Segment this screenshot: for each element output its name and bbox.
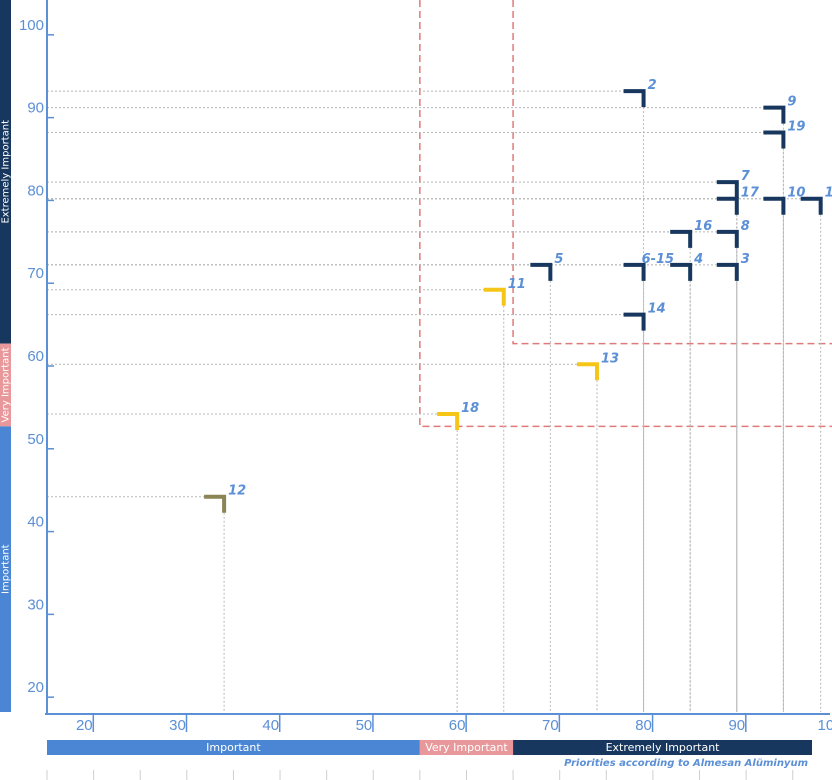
point-label: 18 [461,401,479,416]
point-marker [763,130,786,149]
point-marker [800,196,823,215]
point-label: 1 [825,186,832,201]
x-tick-label: 80 [635,717,652,734]
x-band [47,740,420,755]
x-tick-label: 40 [262,717,279,734]
y-tick-label: 80 [27,182,44,199]
point-marker [763,196,786,215]
point-marker [716,262,739,281]
point-label: 11 [508,277,526,292]
point-label: 6-15 [642,252,675,267]
x-band-label: Extremely Important [606,741,721,754]
y-band [0,0,11,344]
y-band [0,343,11,427]
point-label: 8 [741,219,750,234]
y-tick-label: 20 [27,679,44,696]
point-label: 16 [694,219,712,234]
point-marker [623,312,646,331]
category-bands: Extremely Important Very Important Importa… [0,0,812,755]
point-marker [716,229,739,248]
y-tick-label: 40 [27,514,44,531]
point-label: 17 [741,186,760,201]
point-marker [623,262,646,281]
chart-caption: Priorities according to Almesan Alüminyu… [564,758,808,769]
guide-lines [47,90,822,712]
point-label: 9 [787,95,796,110]
point-marker [530,262,553,281]
x-band [419,740,514,755]
point-label: 10 [787,186,805,201]
y-tick-label: 30 [27,596,44,613]
point-label: 2 [648,78,657,93]
point-marker [670,262,693,281]
y-band [0,426,11,712]
x-tick-label: 20 [76,717,93,734]
outer-threshold-line [419,0,832,428]
point-label: 14 [648,302,666,317]
x-tick-label: 60 [449,717,466,734]
point-label: 19 [787,119,805,134]
x-tick-label: 90 [728,717,745,734]
x-tick-label: 30 [169,717,186,734]
x-tick-label: 50 [356,717,373,734]
point-marker [483,287,506,306]
point-label: 13 [601,351,619,366]
y-tick-label: 60 [27,348,44,365]
point-marker [716,196,739,215]
y-band-label: Very Important [1,347,12,422]
y-tick-label: 70 [27,265,44,282]
x-band-label: Very Important [425,741,508,754]
y-tick-label: 100 [19,17,44,34]
point-label: 12 [228,484,246,499]
point-marker [670,229,693,248]
x-tick-label: 100 [817,717,832,734]
x-tick-label: 70 [542,717,559,734]
y-tick-label: 90 [27,100,44,117]
inner-threshold-line [512,0,832,345]
x-band [513,740,812,755]
point-marker [623,89,646,108]
point-marker [763,105,786,124]
axes: 20 30 40 50 60 70 80 90 100 20 30 40 50 60 70 80 90 100 [19,0,832,780]
point-label: 4 [693,252,703,267]
point-label: 3 [741,252,750,267]
threshold-regions [419,0,832,428]
x-band-label: Important [206,741,261,754]
y-tick-label: 50 [27,431,44,448]
point-marker [437,411,460,430]
y-band-label: Extremely Important [1,120,12,224]
y-band-label: Important [1,544,12,594]
point-label: 5 [554,252,563,267]
point-marker [576,362,599,381]
point-marker [716,180,739,199]
point-marker [204,494,227,513]
point-label: 7 [741,169,751,184]
